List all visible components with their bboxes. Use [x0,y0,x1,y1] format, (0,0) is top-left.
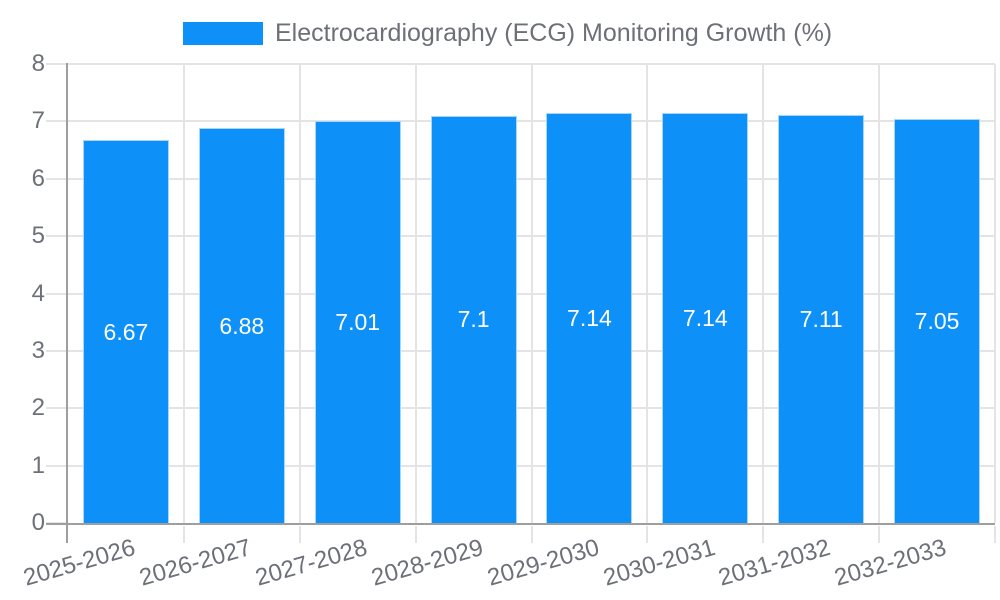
y-tick-label: 0 [31,509,45,536]
x-axis-tick [646,526,649,543]
x-tick-label: 2032-2033 [831,534,950,592]
legend-swatch [183,22,263,45]
y-tick-label: 1 [31,451,45,479]
y-axis-tick [46,464,68,467]
y-axis-tick [46,235,68,238]
gridline-vertical [298,64,301,523]
bar-value-label: 7.01 [335,308,381,335]
legend-item[interactable]: Electrocardiography (ECG) Monitoring Gro… [183,19,832,48]
y-axis-tick [46,177,68,180]
bar[interactable]: 6.67 [82,140,169,523]
y-tick-label: 6 [31,164,45,192]
bar-value-label: 7.1 [457,306,490,333]
bar-value-label: 7.14 [682,305,728,332]
x-axis-tick [762,526,765,543]
y-tick-label: 4 [31,279,45,307]
legend-label: Electrocardiography (ECG) Monitoring Gro… [275,19,833,47]
y-axis-tick [46,63,68,65]
bar-value-label: 7.11 [799,306,843,333]
bar[interactable]: 7.14 [546,113,633,523]
y-axis-tick [46,349,68,352]
x-tick-label: 2031-2032 [715,534,834,592]
x-axis-line [46,523,995,525]
bar[interactable]: 6.88 [198,128,285,523]
y-tick-label: 3 [31,336,45,364]
y-tick-label: 5 [31,222,45,250]
gridline-vertical [646,64,649,523]
x-tick-label: 2025-2026 [20,534,139,592]
x-tick-label: 2026-2027 [136,534,255,592]
gridline-vertical [182,64,185,523]
bar-value-label: 6.88 [219,312,265,339]
gridline-vertical [878,64,881,523]
y-axis-tick [46,407,68,410]
x-axis-tick [994,526,996,543]
y-axis-tick [46,292,68,295]
gridline-vertical [994,64,996,523]
bar-value-label: 7.05 [914,307,960,334]
bar[interactable]: 7.1 [430,115,517,523]
x-axis-tick [182,526,185,543]
bar-value-label: 6.67 [103,318,149,345]
x-tick-label: 2027-2028 [252,534,371,592]
y-axis-line [66,63,68,543]
y-tick-label: 7 [31,107,45,135]
x-tick-label: 2029-2030 [484,534,602,592]
x-axis-tick [530,526,533,543]
bar[interactable]: 7.01 [314,120,401,523]
bar[interactable]: 7.05 [894,118,981,523]
gridline-vertical [414,64,417,523]
x-axis-tick [414,526,417,543]
bar-value-label: 7.14 [567,305,612,332]
x-axis-tick [298,526,301,543]
y-tick-label: 8 [31,50,45,77]
bar[interactable]: 7.11 [778,115,865,523]
gridline-vertical [762,64,765,523]
x-axis-tick [878,526,881,543]
x-tick-label: 2030-2031 [599,534,718,592]
x-tick-label: 2028-2029 [368,534,487,592]
y-axis-tick [46,120,68,123]
bar[interactable]: 7.14 [662,113,749,523]
y-tick-label: 2 [31,394,45,422]
gridline-vertical [530,64,533,523]
